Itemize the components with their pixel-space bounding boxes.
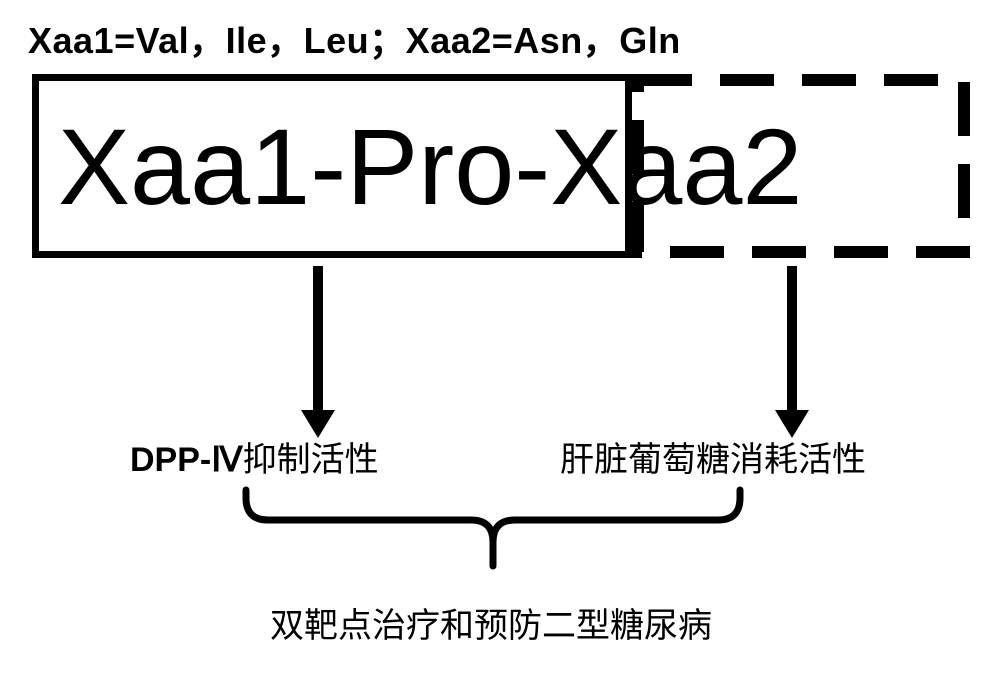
arrow-left — [301, 266, 335, 438]
label-liver-glucose: 肝脏葡萄糖消耗活性 — [560, 432, 866, 481]
label-dpp4-rest: 抑制活性 — [243, 441, 379, 479]
label-conclusion: 双靶点治疗和预防二型糖尿病 — [270, 598, 712, 647]
label-dpp4-prefix: DPP-Ⅳ — [130, 441, 243, 479]
arrow-right — [775, 266, 809, 438]
label-dpp4-activity: DPP-Ⅳ抑制活性 — [130, 432, 379, 481]
formula-text: Xaa1-Pro-Xaa2 — [58, 104, 802, 229]
header-definitions: Xaa1=Val，Ile，Leu；Xaa2=Asn，Gln — [28, 12, 681, 64]
curly-brace — [246, 490, 740, 566]
diagram-root: Xaa1=Val，Ile，Leu；Xaa2=Asn，Gln Xaa1-Pro-X… — [0, 0, 1000, 686]
